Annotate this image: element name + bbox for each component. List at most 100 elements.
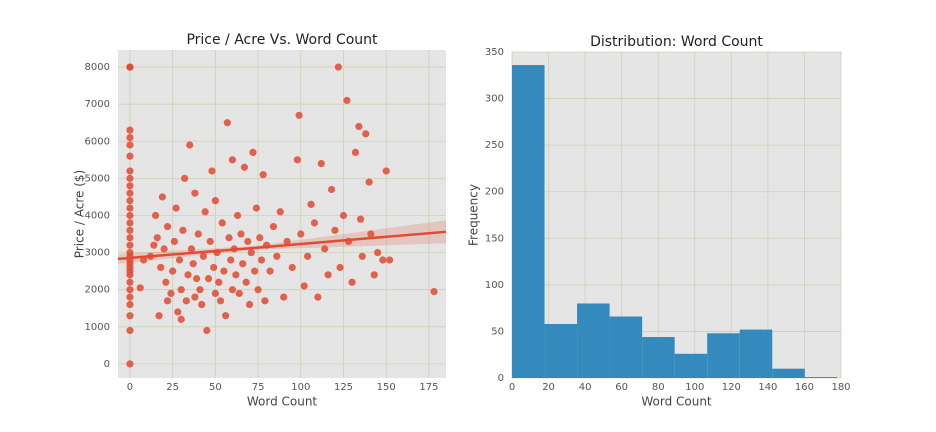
scatter-point: [167, 289, 175, 298]
scatter-point: [307, 200, 315, 208]
histogram-bar: [772, 368, 805, 378]
scatter-point: [126, 174, 134, 182]
y-tick-label: 0: [498, 373, 504, 384]
chart-title: Price / Acre Vs. Word Count: [186, 32, 378, 48]
scatter-point: [126, 293, 134, 301]
scatter-point: [211, 289, 219, 298]
scatter-point: [136, 284, 144, 292]
scatter-point: [256, 234, 264, 242]
scatter-point: [177, 315, 185, 323]
scatter-point: [126, 133, 134, 142]
scatter-point: [254, 286, 262, 294]
scatter-point: [160, 245, 168, 253]
scatter-point: [223, 119, 231, 127]
scatter-point: [208, 167, 216, 175]
scatter-point: [232, 271, 240, 279]
scatter-point: [324, 271, 332, 279]
y-tick-label: 50: [491, 326, 504, 337]
scatter-point: [304, 252, 312, 260]
histogram-bar: [544, 323, 578, 378]
scatter-point: [175, 256, 184, 264]
scatter-point: [233, 211, 242, 220]
scatter-point: [220, 267, 228, 275]
scatter-point: [370, 271, 378, 279]
scatter-point: [126, 167, 134, 175]
scatter-point: [169, 267, 177, 275]
scatter-point: [244, 237, 252, 246]
histogram-bar: [609, 316, 643, 378]
scatter-point: [379, 256, 387, 264]
scatter-point: [177, 286, 185, 294]
chart-title: Distribution: Word Count: [590, 34, 763, 50]
regression-line: [117, 230, 447, 261]
scatter-point: [273, 252, 281, 260]
y-tick-label: 1000: [85, 322, 110, 333]
scatter-point: [191, 293, 199, 301]
scatter-point: [158, 193, 167, 201]
scatter-point: [348, 278, 356, 286]
y-tick-label: 3000: [85, 248, 110, 259]
scatter-point: [269, 223, 278, 231]
scatter-point: [191, 189, 199, 197]
y-axis-label: Price / Acre ($): [73, 170, 87, 258]
y-tick-label: 5000: [85, 173, 110, 184]
scatter-point: [196, 286, 204, 294]
scatter-point: [126, 189, 134, 197]
y-tick-label: 2000: [85, 285, 110, 296]
scatter-point: [189, 260, 197, 268]
scatter-point: [331, 226, 339, 234]
scatter-point: [242, 278, 250, 286]
scatter-point: [334, 63, 342, 71]
y-tick-label: 300: [485, 94, 504, 105]
scatter-point: [293, 156, 301, 164]
scatter-point: [155, 312, 163, 320]
y-tick-label: 0: [104, 359, 110, 370]
scatter-point: [249, 148, 257, 157]
scatter-point: [288, 263, 296, 272]
scatter-point: [259, 171, 267, 179]
scatter-point: [358, 252, 366, 260]
scatter-point: [314, 293, 322, 301]
scatter-point: [211, 197, 219, 205]
scatter-point: [170, 237, 178, 246]
x-tick-label: 25: [166, 382, 179, 393]
scatter-point: [297, 230, 305, 238]
x-tick-label: 50: [209, 382, 222, 393]
scatter-point: [163, 223, 172, 231]
scatter-point: [150, 241, 158, 249]
scatter-point: [365, 178, 373, 186]
histogram-bar: [804, 377, 838, 378]
scatter-point: [163, 297, 172, 305]
scatter-point: [240, 163, 249, 171]
x-tick-label: 160: [795, 382, 814, 393]
scatter-point: [126, 141, 134, 149]
x-tick-label: 150: [377, 382, 396, 393]
scatter-point: [227, 256, 235, 264]
y-axis-label: Frequency: [467, 184, 481, 246]
scatter-point: [201, 208, 209, 216]
scatter-point: [162, 278, 170, 286]
scatter-point: [300, 282, 308, 290]
scatter-point: [257, 256, 266, 264]
scatter-point: [266, 267, 274, 275]
scatter-point: [356, 215, 365, 223]
scatter-point: [126, 126, 134, 134]
y-tick-label: 100: [485, 280, 504, 291]
scatter-point: [295, 111, 303, 119]
scatter-point: [283, 237, 291, 246]
scatter-point: [430, 287, 438, 296]
scatter-point: [310, 219, 319, 227]
scatter-point: [126, 312, 134, 320]
scatter-point: [327, 185, 336, 194]
y-tick-label: 4000: [85, 210, 110, 221]
scatter-point: [210, 263, 218, 272]
scatter-point: [203, 326, 211, 335]
scatter-point: [181, 174, 189, 182]
scatter-point: [204, 274, 213, 283]
scatter-point: [184, 271, 192, 279]
y-tick-label: 8000: [85, 62, 110, 73]
scatter-point: [151, 211, 160, 220]
histogram-bar: [707, 333, 740, 378]
scatter-point: [186, 141, 194, 149]
